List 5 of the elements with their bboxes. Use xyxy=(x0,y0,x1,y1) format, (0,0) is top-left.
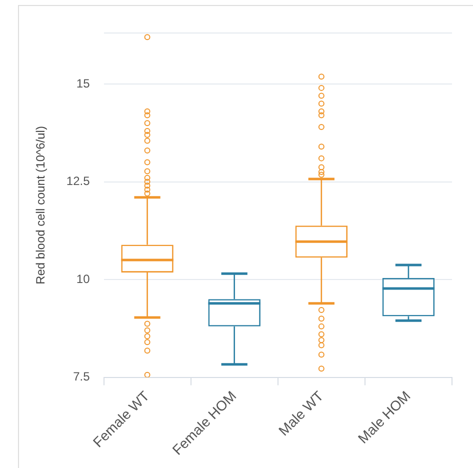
y-tick-label: 10 xyxy=(76,272,90,286)
y-tick-label: 7.5 xyxy=(73,370,90,384)
y-axis-title: Red blood cell count (10^6/ul) xyxy=(34,126,48,284)
y-tick-label: 15 xyxy=(76,76,90,90)
y-tick-label: 12.5 xyxy=(66,174,90,188)
